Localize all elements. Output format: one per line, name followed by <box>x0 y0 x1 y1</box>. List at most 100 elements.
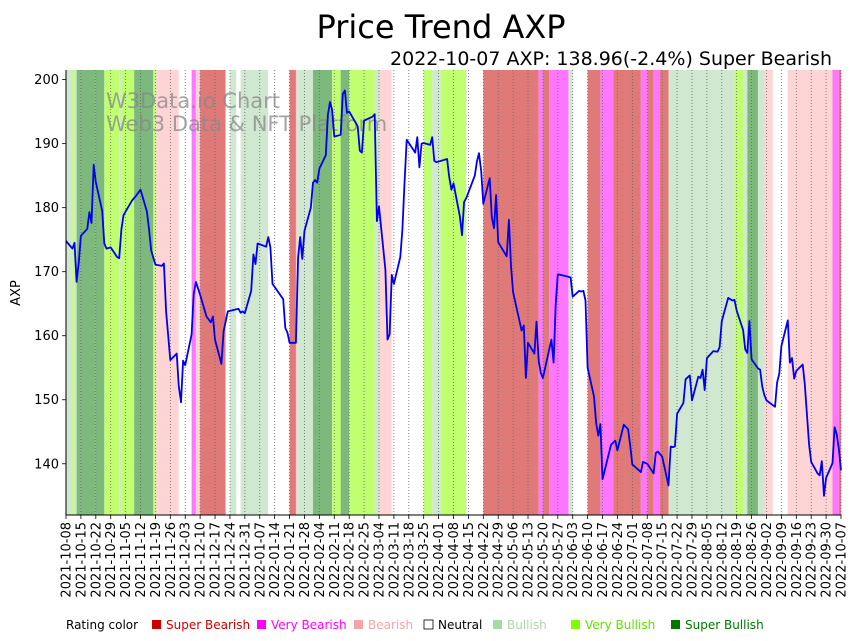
rating-band-51 <box>677 70 735 515</box>
x-axis-ticks: 2021-10-08 2021-10-15 2021-10-22 2021-10-29… <box>60 515 850 598</box>
rating-band-44 <box>613 70 626 515</box>
x-tick-label-17: 2022-02-04 <box>313 522 328 598</box>
y-tick-label-4: 180 <box>34 201 59 216</box>
x-tick-label-40: 2022-07-15 <box>656 522 671 598</box>
x-tick-label-10: 2021-12-17 <box>209 522 224 598</box>
rating-band-2 <box>74 70 77 515</box>
x-tick-label-29: 2022-04-29 <box>492 522 507 598</box>
legend-label-4: Bullish <box>507 618 547 632</box>
x-tick-label-45: 2022-08-19 <box>730 522 745 598</box>
y-tick-label-6: 200 <box>34 73 59 88</box>
rating-band-5 <box>95 70 105 515</box>
rating-band-25 <box>312 70 333 515</box>
rating-legend: Rating color Super Bearish Very Bearish Be… <box>66 618 764 632</box>
rating-band-1 <box>72 70 75 515</box>
rating-band-49 <box>660 70 669 515</box>
legend-title: Rating color <box>66 618 138 632</box>
x-tick-label-13: 2022-01-07 <box>253 522 268 598</box>
rating-band-40 <box>568 70 573 515</box>
x-tick-label-11: 2021-12-24 <box>223 522 238 598</box>
x-tick-label-31: 2022-05-13 <box>522 522 537 598</box>
legend-label-6: Super Bullish <box>685 618 764 632</box>
legend-label-1: Very Bearish <box>271 618 347 632</box>
watermark-line-2: Web3 Data & NFT Platform <box>106 112 387 136</box>
x-tick-label-5: 2021-11-12 <box>134 522 149 598</box>
x-tick-label-35: 2022-06-10 <box>581 522 596 598</box>
rating-band-27 <box>340 70 350 515</box>
x-tick-label-14: 2022-01-14 <box>268 522 283 598</box>
legend-label-5: Very Bullish <box>585 618 655 632</box>
x-tick-label-48: 2022-09-09 <box>775 522 790 598</box>
rating-band-58 <box>787 70 795 515</box>
x-tick-label-52: 2022-10-07 <box>835 522 850 598</box>
rating-band-24 <box>298 70 313 515</box>
legend-swatch-0 <box>152 620 161 629</box>
x-tick-label-4: 2021-11-05 <box>119 522 134 598</box>
rating-band-17 <box>229 70 237 515</box>
rating-band-60 <box>809 70 833 515</box>
x-tick-label-39: 2022-07-08 <box>641 522 656 598</box>
rating-band-52 <box>734 70 744 515</box>
rating-band-18 <box>236 70 241 515</box>
rating-band-35 <box>466 70 484 515</box>
legend-label-2: Bearish <box>368 618 413 632</box>
x-tick-label-21: 2022-03-04 <box>372 522 387 598</box>
rating-band-57 <box>772 70 788 515</box>
x-tick-label-41: 2022-07-22 <box>671 522 686 598</box>
x-tick-label-16: 2022-01-28 <box>298 522 313 598</box>
watermark-line-1: W3Data.io Chart <box>106 89 280 113</box>
x-gridlines <box>65 70 842 515</box>
y-tick-label-1: 150 <box>34 393 59 408</box>
rating-band-33 <box>432 70 441 515</box>
x-tick-label-49: 2022-09-16 <box>790 522 805 598</box>
x-tick-label-42: 2022-07-29 <box>685 522 700 598</box>
rating-band-48 <box>653 70 661 515</box>
rating-band-22 <box>289 70 296 515</box>
legend-swatch-1 <box>257 620 266 629</box>
x-tick-label-30: 2022-05-06 <box>507 522 522 598</box>
rating-band-62 <box>838 70 841 515</box>
rating-band-20 <box>268 70 275 515</box>
y-axis-ticks: 140 150 160 170 180 190 200 <box>34 73 66 472</box>
rating-band-47 <box>647 70 654 515</box>
x-tick-label-2: 2021-10-22 <box>89 522 104 598</box>
rating-band-45 <box>625 70 641 515</box>
price-line <box>65 89 842 497</box>
x-tick-label-37: 2022-06-24 <box>611 522 626 598</box>
chart-subtitle: 2022-10-07 AXP: 138.96(-2.4%) Super Bear… <box>390 48 832 70</box>
rating-band-0 <box>66 70 73 515</box>
y-axis-label: AXP <box>9 280 24 306</box>
rating-band-3 <box>76 70 81 515</box>
x-tick-label-1: 2021-10-15 <box>74 522 89 598</box>
legend-swatch-4 <box>493 620 502 629</box>
x-tick-label-9: 2021-12-10 <box>194 522 209 598</box>
chart-title: Price Trend AXP <box>316 8 565 46</box>
x-tick-label-15: 2022-01-21 <box>283 522 298 598</box>
x-tick-label-46: 2022-08-26 <box>745 522 760 598</box>
x-tick-label-3: 2021-10-29 <box>104 522 119 598</box>
y-tick-label-2: 160 <box>34 329 59 344</box>
y-tick-label-5: 190 <box>34 137 59 152</box>
rating-band-11 <box>155 70 179 515</box>
x-tick-label-20: 2022-02-25 <box>358 522 373 598</box>
legend-swatch-6 <box>671 620 680 629</box>
legend-swatch-5 <box>571 620 580 629</box>
x-tick-label-23: 2022-03-18 <box>402 522 417 598</box>
rating-band-14 <box>195 70 201 515</box>
x-tick-label-51: 2022-09-30 <box>820 522 835 598</box>
x-tick-label-50: 2022-09-23 <box>805 522 820 598</box>
rating-band-53 <box>743 70 748 515</box>
rating-band-42 <box>587 70 601 515</box>
rating-band-41 <box>572 70 588 515</box>
rating-band-46 <box>640 70 648 515</box>
x-tick-label-47: 2022-09-02 <box>760 522 775 598</box>
rating-band-4 <box>80 70 96 515</box>
x-tick-label-12: 2021-12-31 <box>238 522 253 598</box>
x-tick-label-22: 2022-03-11 <box>387 522 402 598</box>
x-tick-label-27: 2022-04-15 <box>462 522 477 598</box>
x-tick-label-43: 2022-08-05 <box>700 522 715 598</box>
x-tick-label-32: 2022-05-20 <box>536 522 551 598</box>
x-tick-label-38: 2022-07-01 <box>626 522 641 598</box>
x-tick-label-26: 2022-04-08 <box>447 522 462 598</box>
